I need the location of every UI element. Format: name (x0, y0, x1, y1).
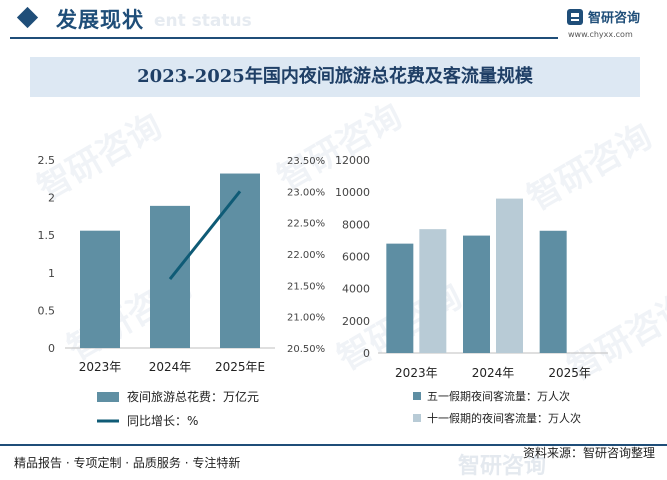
y2-tick-label: 23.50% (287, 156, 325, 167)
x-tick-label: 2025年E (215, 360, 265, 374)
bar-may-day (539, 230, 567, 353)
logo-icon (567, 9, 583, 25)
x-tick-label: 2025年 (548, 366, 591, 380)
logo-name: 智研咨询 (588, 11, 641, 26)
footer-divider (0, 444, 667, 446)
brand-logo: 智研咨询 www.chyxx.com (566, 6, 666, 42)
x-tick-label: 2023年 (79, 360, 122, 374)
legend-label-spending: 夜间旅游总花费：万亿元 (127, 389, 259, 404)
logo-url: www.chyxx.com (568, 30, 633, 39)
charts-canvas: 0 0.5 1 1.5 2 2.5 20.50% 21.00% 21.50% 22.00% 22.5… (38, 154, 608, 428)
header-ghost-text: ent status (154, 11, 252, 31)
y-tick-label: 1 (48, 267, 55, 280)
legend-label-may-day: 五一假期夜间客流量：万人次 (427, 389, 570, 403)
bar-national-day (496, 198, 523, 353)
header-divider (10, 37, 558, 39)
legend-label-national-day: 十一假期的夜间客流量：万人次 (427, 411, 581, 425)
y-tick-label: 0 (48, 342, 55, 355)
y-tick-label: 4000 (342, 283, 370, 296)
header: ent status 发展现状 智研咨询 www.chyxx.com (0, 0, 667, 40)
y-tick-label: 2 (48, 192, 55, 205)
y-tick-label: 0 (363, 347, 370, 360)
legend-swatch-spending (97, 392, 119, 402)
bar-spending (80, 230, 120, 348)
line-growth (168, 190, 242, 281)
x-tick-label: 2023年 (395, 366, 438, 380)
legend-swatch-national-day (413, 414, 421, 422)
y-tick-label: 6000 (342, 251, 370, 264)
bar-national-day (419, 229, 447, 353)
legend-swatch-may-day (413, 392, 421, 400)
bar-may-day (463, 235, 490, 353)
bar-may-day (386, 243, 414, 353)
y-tick-label: 2000 (342, 315, 370, 328)
y2-tick-label: 21.00% (287, 313, 325, 324)
bar-spending (220, 173, 260, 348)
x-tick-label: 2024年 (472, 366, 515, 380)
y2-tick-label: 22.50% (287, 219, 325, 230)
y-tick-label: 8000 (342, 218, 370, 231)
y-tick-label: 0.5 (38, 304, 56, 317)
footer-slogan: 精品报告 · 专项定制 · 品质服务 · 专注特新 (14, 456, 241, 470)
chart-title: 2023-2025年国内夜间旅游总花费及客流量规模 (137, 66, 533, 87)
y-tick-label: 2.5 (38, 154, 56, 167)
y-tick-label: 1.5 (38, 229, 56, 242)
y2-tick-label: 20.50% (287, 344, 325, 355)
y-tick-label: 10000 (335, 186, 370, 199)
source-note: 资料来源：智研咨询整理 (522, 446, 655, 460)
x-tick-label: 2024年 (149, 360, 192, 374)
section-title: 发展现状 (56, 8, 144, 32)
y2-tick-label: 23.00% (287, 187, 325, 198)
y-tick-label: 12000 (335, 154, 370, 167)
y2-tick-label: 22.00% (287, 250, 325, 261)
legend-label-growth: 同比增长：% (127, 414, 198, 428)
chart-title-band: 2023-2025年国内夜间旅游总花费及客流量规模 (30, 57, 640, 97)
footer: 智研咨询 精品报告 · 专项定制 · 品质服务 · 专注特新 资料来源：智研咨询… (0, 444, 667, 479)
y2-tick-label: 21.50% (287, 281, 325, 292)
